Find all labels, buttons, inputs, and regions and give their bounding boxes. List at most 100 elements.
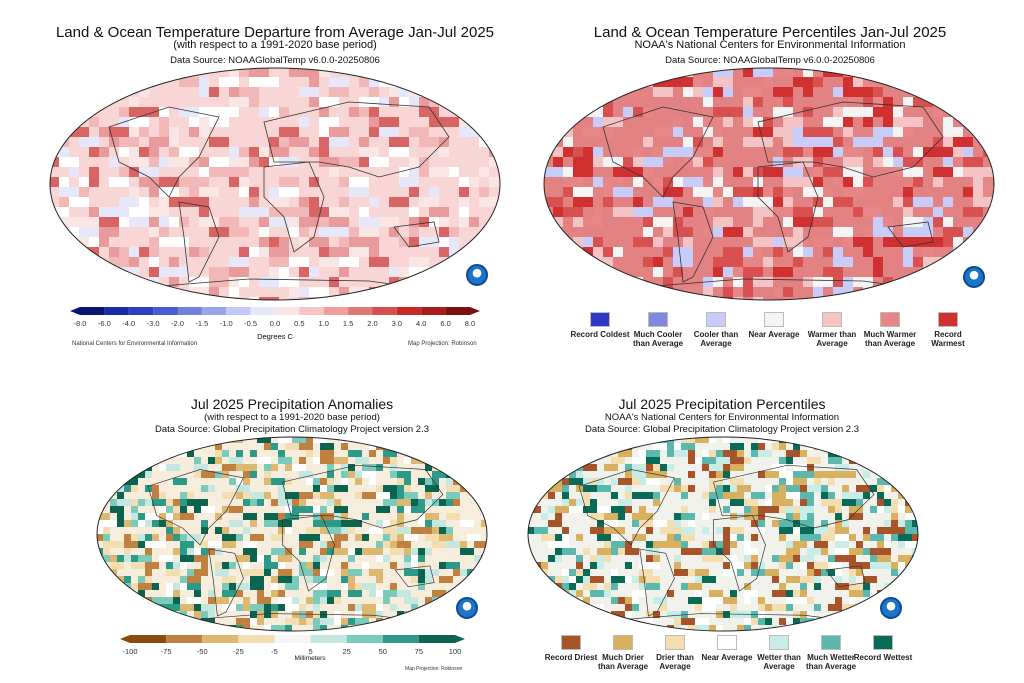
- grid-cell: [313, 506, 320, 513]
- grid-cell: [399, 68, 409, 77]
- grid-cell: [419, 297, 429, 300]
- grid-cell: [843, 187, 863, 197]
- grid-cell: [292, 499, 299, 506]
- grid-cell: [912, 499, 918, 506]
- grid-cell: [229, 227, 249, 237]
- grid-cell: [803, 68, 813, 77]
- grid-cell: [103, 541, 110, 548]
- grid-cell: [563, 97, 583, 107]
- grid-cell: [611, 492, 618, 499]
- grid-cell: [753, 237, 773, 247]
- grid-cell: [264, 569, 271, 576]
- grid-cell: [793, 618, 800, 625]
- grid-cell: [439, 443, 446, 450]
- grid-cell: [469, 177, 479, 187]
- continent-outline: [108, 106, 220, 198]
- grid-cell: [983, 77, 993, 87]
- colorbar-tick-label: -6.0: [97, 319, 111, 328]
- grid-cell: [674, 513, 681, 520]
- grid-cell: [285, 513, 292, 520]
- grid-cell: [313, 457, 320, 464]
- grid-cell: [541, 513, 548, 520]
- grid-cell: [898, 625, 912, 631]
- grid-cell: [329, 127, 349, 137]
- grid-cell: [673, 117, 683, 127]
- grid-cell: [541, 534, 548, 541]
- grid-cell: [334, 548, 348, 555]
- grid-cell: [772, 492, 786, 499]
- grid-cell: [849, 499, 856, 506]
- grid-cell: [783, 297, 803, 300]
- grid-cell: [576, 450, 583, 457]
- grid-cell: [180, 534, 187, 541]
- grid-cell: [50, 68, 59, 77]
- grid-cell: [933, 107, 943, 117]
- grid-cell: [334, 534, 348, 541]
- grid-cell: [835, 534, 849, 541]
- grid-cell: [973, 197, 993, 207]
- grid-cell: [693, 157, 703, 167]
- grid-cell: [576, 555, 583, 562]
- grid-cell: [59, 197, 69, 207]
- grid-cell: [625, 548, 639, 555]
- grid-cell: [905, 520, 918, 527]
- map-border: [96, 436, 488, 632]
- grid-cell: [50, 97, 59, 107]
- grid-cell: [653, 197, 663, 207]
- continent-outline: [639, 548, 675, 617]
- grid-cell: [555, 471, 569, 478]
- legend-swatch: [769, 635, 789, 650]
- legend-swatch: [648, 312, 668, 327]
- grid-cell: [723, 117, 733, 127]
- grid-cell: [793, 207, 813, 217]
- grid-cell: [249, 297, 259, 300]
- grid-cell: [912, 611, 918, 618]
- grid-cell: [349, 107, 359, 117]
- grid-cell: [460, 590, 467, 597]
- grid-cell: [569, 625, 583, 631]
- grid-cell: [103, 437, 110, 443]
- legend-swatch: [938, 312, 958, 327]
- grid-cell: [773, 68, 783, 77]
- grid-cell: [89, 207, 99, 217]
- grid-cell: [110, 485, 117, 492]
- grid-cell: [744, 583, 751, 590]
- grid-cell: [843, 127, 853, 137]
- grid-cell: [835, 437, 849, 443]
- grid-cell: [856, 443, 863, 450]
- grid-cell: [109, 127, 129, 137]
- grid-cell: [873, 97, 883, 107]
- grid-cell: [376, 520, 383, 527]
- grid-cell: [663, 197, 673, 207]
- grid-cell: [553, 297, 573, 300]
- grid-cell: [97, 492, 110, 499]
- grid-cell: [893, 68, 913, 77]
- grid-cell: [884, 590, 891, 597]
- grid-cell: [611, 437, 625, 443]
- grid-cell: [813, 167, 823, 177]
- grid-cell: [702, 576, 716, 583]
- grid-cell: [481, 625, 487, 631]
- grid-cell: [913, 177, 923, 187]
- grid-cell: [145, 499, 152, 506]
- grid-cell: [553, 167, 563, 177]
- grid-cell: [169, 137, 179, 147]
- grid-cell: [383, 597, 390, 604]
- grid-cell: [432, 527, 439, 534]
- grid-cell: [643, 287, 653, 297]
- grid-cell: [613, 87, 623, 97]
- grid-cell: [779, 527, 793, 534]
- grid-cell: [842, 520, 849, 527]
- grid-cell: [891, 569, 898, 576]
- grid-cell: [688, 485, 695, 492]
- grid-cell: [69, 127, 89, 137]
- panel4-subtitle: NOAA's National Centers for Environmenta…: [604, 412, 840, 423]
- grid-cell: [744, 625, 751, 631]
- grid-cell: [173, 583, 180, 590]
- grid-cell: [327, 478, 334, 485]
- grid-cell: [299, 541, 306, 548]
- grid-cell: [646, 625, 660, 631]
- grid-cell: [653, 127, 673, 137]
- grid-cell: [562, 583, 569, 590]
- grid-cell: [763, 187, 773, 197]
